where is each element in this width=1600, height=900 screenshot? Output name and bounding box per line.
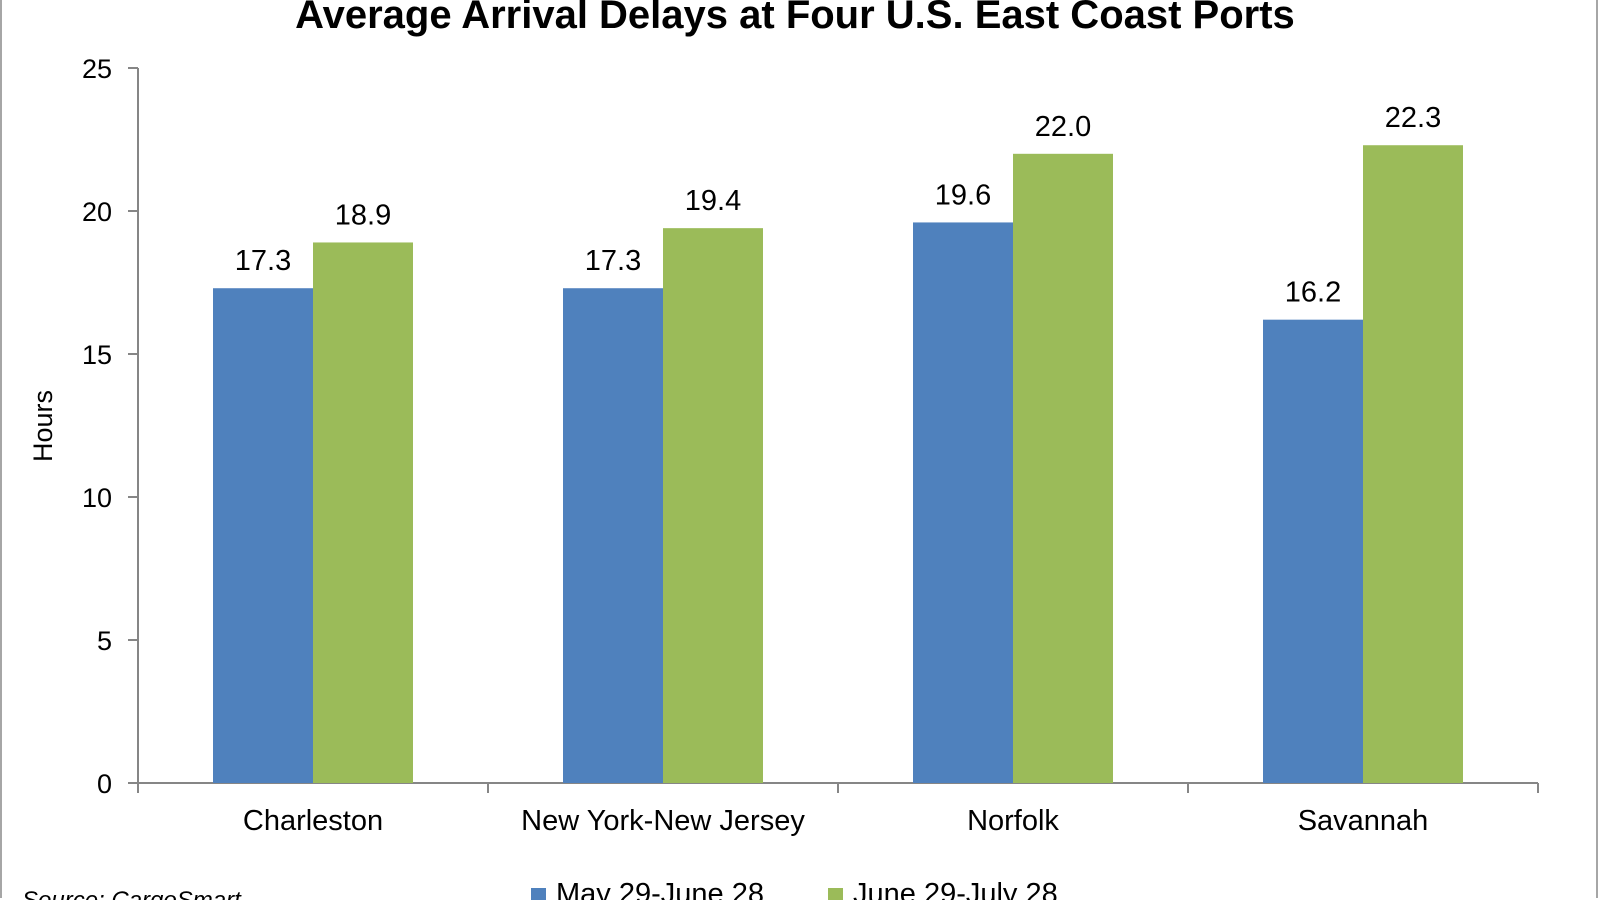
y-tick-label: 0 <box>97 769 112 799</box>
category-label: Charleston <box>243 805 383 837</box>
bar <box>213 288 313 783</box>
y-tick-label: 25 <box>82 54 112 84</box>
y-tick-label: 10 <box>82 483 112 513</box>
y-tick-label: 5 <box>97 626 112 656</box>
y-axis: 0 5 10 15 20 25 <box>82 54 139 799</box>
data-label: 22.3 <box>1385 102 1441 134</box>
bar <box>563 288 663 783</box>
category-labels: Charleston New York-New Jersey Norfolk Sava… <box>243 805 1428 837</box>
bar <box>913 222 1013 783</box>
bar <box>1363 145 1463 784</box>
data-label: 19.6 <box>935 179 991 211</box>
data-label: 18.9 <box>335 199 391 231</box>
bar <box>663 228 763 783</box>
y-tick-label: 20 <box>82 197 112 227</box>
legend-label-series-1: May 29-June 28 <box>556 878 764 900</box>
data-label: 16.2 <box>1285 277 1341 309</box>
bars <box>213 145 1463 784</box>
x-axis <box>137 782 1539 793</box>
y-tick-label: 15 <box>82 340 112 370</box>
y-axis-title: Hours <box>28 390 58 462</box>
chart-title: Average Arrival Delays at Four U.S. East… <box>295 0 1295 37</box>
bar <box>1013 153 1113 784</box>
data-labels: 17.3 18.9 17.3 19.4 19.6 22.0 16.2 22.3 <box>235 102 1441 308</box>
data-label: 17.3 <box>585 245 641 277</box>
data-label: 22.0 <box>1035 111 1091 143</box>
bar <box>1263 319 1363 783</box>
legend: May 29-June 28 June 29-July 28 <box>531 878 1058 900</box>
category-label: Savannah <box>1298 805 1429 837</box>
data-label: 17.3 <box>235 245 291 277</box>
category-label: Norfolk <box>967 805 1059 837</box>
legend-swatch-series-2 <box>828 888 843 900</box>
data-label: 19.4 <box>685 185 741 217</box>
legend-label-series-2: June 29-July 28 <box>853 878 1058 900</box>
category-label: New York-New Jersey <box>521 805 805 837</box>
legend-swatch-series-1 <box>531 888 546 900</box>
bar <box>313 242 413 783</box>
source-note: Source: CargoSmart <box>22 887 242 900</box>
